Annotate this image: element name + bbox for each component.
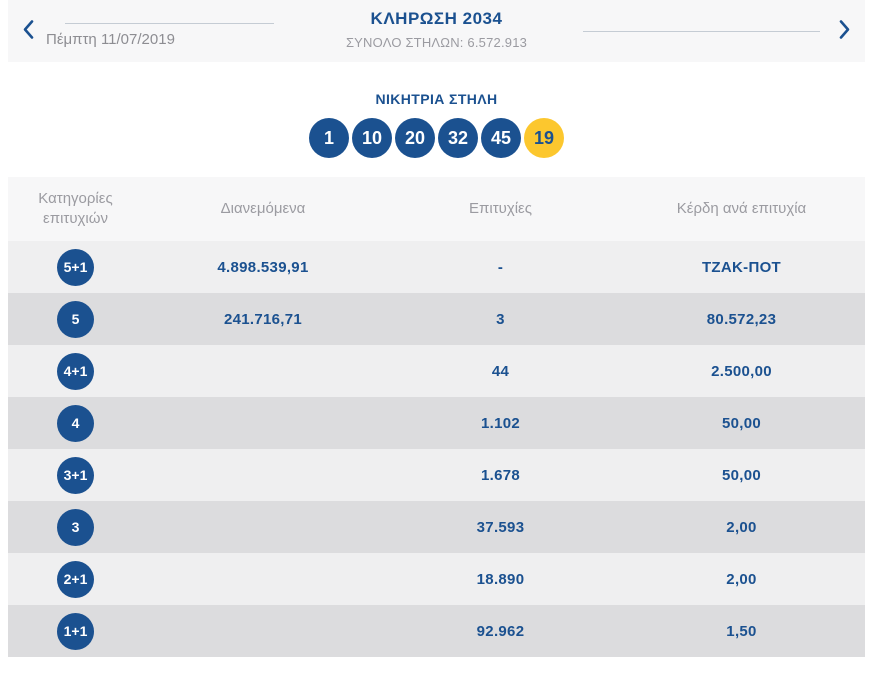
category-cell: 3	[8, 508, 143, 546]
category-cell: 1+1	[8, 612, 143, 650]
category-cell: 4	[8, 404, 143, 442]
table-row: 4+1 44 2.500,00	[8, 345, 865, 397]
table-row: 3+1 1.678 50,00	[8, 449, 865, 501]
distributed-cell: 4.898.539,91	[217, 258, 309, 276]
category-badge: 5	[57, 300, 94, 338]
table-row: 4 1.102 50,00	[8, 397, 865, 449]
prize-cell: 80.572,23	[706, 310, 777, 328]
successes-cell: 37.593	[476, 518, 525, 536]
winning-number-ball: 1	[309, 118, 349, 158]
category-badge: 4	[57, 404, 94, 442]
winning-number-ball: 32	[438, 118, 478, 158]
successes-cell: -	[497, 258, 504, 276]
category-cell: 2+1	[8, 560, 143, 598]
draw-nav-bar: Πέμπτη 11/07/2019 ΚΛΗΡΩΣΗ 2034 ΣΥΝΟΛΟ ΣΤ…	[8, 0, 865, 62]
results-table: Κατηγορίες επιτυχιών Διανεμόμενα Επιτυχί…	[8, 177, 865, 657]
draw-date: Πέμπτη 11/07/2019	[46, 31, 175, 48]
date-underline	[65, 23, 274, 24]
joker-number-ball: 19	[524, 118, 564, 158]
category-badge: 5+1	[57, 248, 94, 286]
prize-cell: 2,00	[726, 570, 757, 588]
draw-title-block: ΚΛΗΡΩΣΗ 2034 ΣΥΝΟΛΟ ΣΤΗΛΩΝ: 6.572.913	[346, 9, 527, 50]
winning-number-ball: 45	[481, 118, 521, 158]
table-row: 2+1 18.890 2,00	[8, 553, 865, 605]
draw-title: ΚΛΗΡΩΣΗ 2034	[370, 9, 503, 28]
winning-number-ball: 10	[352, 118, 392, 158]
winning-column-section: ΝΙΚΗΤΡΙΑ ΣΤΗΛΗ 1 10 20 32 45 19	[0, 92, 873, 158]
results-table-body: 5+1 4.898.539,91 - ΤΖΑΚ-ΠΟΤ 5 241.716,71…	[8, 241, 865, 657]
successes-cell: 92.962	[476, 622, 525, 640]
winning-number-ball: 20	[395, 118, 435, 158]
previous-draw-button[interactable]	[18, 15, 39, 48]
successes-cell: 18.890	[476, 570, 525, 588]
category-cell: 3+1	[8, 456, 143, 494]
prize-cell: 2,00	[726, 518, 757, 536]
total-columns-label: ΣΥΝΟΛΟ ΣΤΗΛΩΝ: 6.572.913	[345, 35, 528, 50]
category-badge: 3+1	[57, 456, 94, 494]
results-table-header: Κατηγορίες επιτυχιών Διανεμόμενα Επιτυχί…	[8, 177, 865, 241]
category-cell: 5+1	[8, 248, 143, 286]
category-badge: 4+1	[57, 352, 94, 390]
prize-cell: 50,00	[721, 414, 762, 432]
category-badge: 2+1	[57, 560, 94, 598]
successes-cell: 3	[496, 310, 505, 328]
prize-cell: ΤΖΑΚ-ΠΟΤ	[701, 258, 782, 276]
prize-cell: 1,50	[726, 622, 757, 640]
distributed-cell: 241.716,71	[223, 310, 303, 328]
winning-column-title: ΝΙΚΗΤΡΙΑ ΣΤΗΛΗ	[375, 91, 498, 107]
header-successes: Επιτυχίες	[469, 200, 532, 217]
category-cell: 4+1	[8, 352, 143, 390]
chevron-right-icon	[838, 19, 851, 44]
header-categories: Κατηγορίες επιτυχιών	[38, 190, 113, 227]
table-row: 5+1 4.898.539,91 - ΤΖΑΚ-ΠΟΤ	[8, 241, 865, 293]
table-row: 5 241.716,71 3 80.572,23	[8, 293, 865, 345]
next-draw-button[interactable]	[834, 15, 855, 48]
header-prize-per-success: Κέρδη ανά επιτυχία	[676, 200, 807, 217]
draw-date-block: Πέμπτη 11/07/2019	[46, 23, 274, 48]
category-badge: 3	[57, 508, 94, 546]
header-distributed: Διανεμόμενα	[220, 200, 306, 217]
prize-cell: 2.500,00	[711, 362, 772, 380]
category-badge: 1+1	[57, 612, 94, 650]
successes-cell: 1.102	[480, 414, 521, 432]
successes-cell: 1.678	[480, 466, 521, 484]
category-cell: 5	[8, 300, 143, 338]
next-draw-underline	[583, 31, 820, 32]
table-row: 3 37.593 2,00	[8, 501, 865, 553]
winning-numbers-row: 1 10 20 32 45 19	[0, 118, 873, 158]
successes-cell: 44	[491, 362, 510, 380]
table-row: 1+1 92.962 1,50	[8, 605, 865, 657]
chevron-left-icon	[22, 19, 35, 44]
prize-cell: 50,00	[721, 466, 762, 484]
